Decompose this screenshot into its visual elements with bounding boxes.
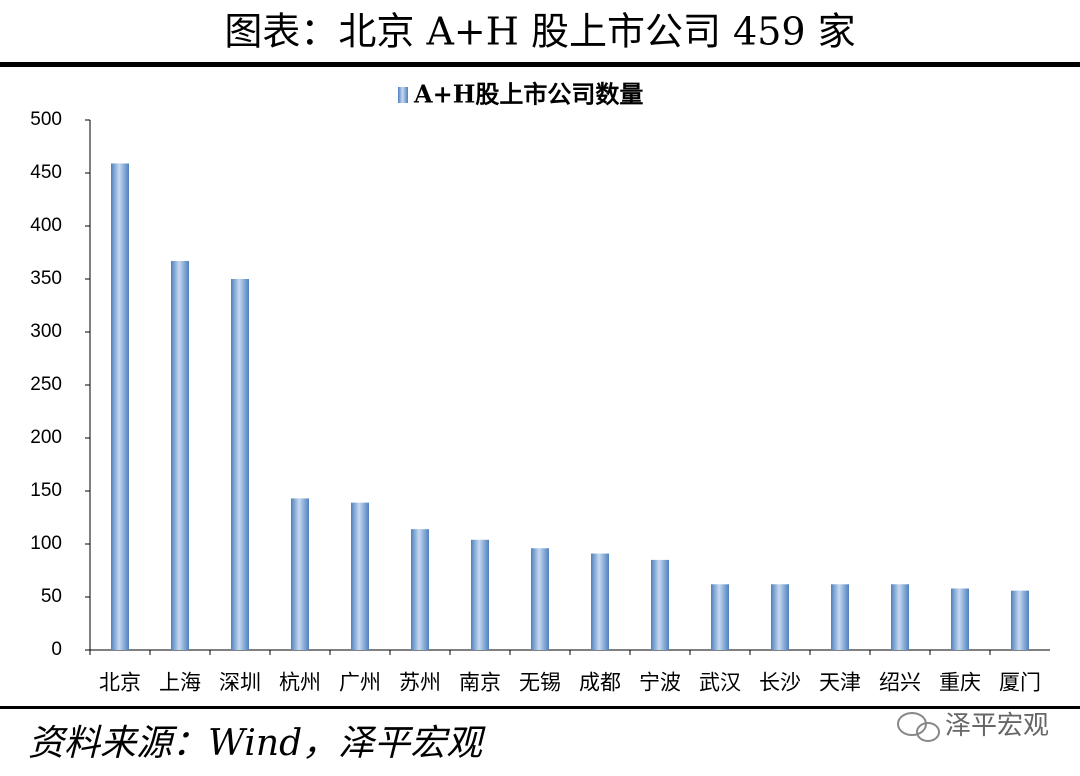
title-rule — [0, 62, 1080, 67]
y-tick-label: 200 — [30, 427, 62, 448]
x-tick-label: 宁波 — [639, 671, 681, 695]
watermark-icon — [897, 712, 940, 742]
bar — [771, 584, 789, 650]
bar — [891, 584, 909, 650]
bar — [171, 260, 189, 650]
bar — [591, 553, 609, 650]
legend-swatch — [398, 87, 408, 103]
x-tick-label: 上海 — [159, 671, 201, 695]
bar — [651, 559, 669, 650]
y-tick-label: 150 — [30, 480, 62, 501]
x-tick-label: 厦门 — [999, 671, 1041, 695]
x-tick-label: 成都 — [579, 671, 621, 695]
bar — [471, 539, 489, 650]
x-tick-label: 长沙 — [759, 671, 801, 695]
bar — [291, 498, 309, 650]
bar — [111, 163, 129, 650]
x-tick-label: 无锡 — [519, 671, 561, 695]
y-tick-label: 50 — [41, 586, 62, 607]
x-tick-label: 广州 — [339, 671, 381, 695]
bar — [1011, 590, 1029, 650]
x-tick-label: 绍兴 — [879, 671, 921, 695]
y-tick-label: 0 — [51, 639, 62, 660]
x-tick-label: 深圳 — [219, 671, 261, 695]
y-tick-label: 400 — [30, 215, 62, 236]
bar — [831, 584, 849, 650]
x-tick-label: 重庆 — [939, 671, 981, 695]
x-tick-label: 武汉 — [699, 671, 741, 695]
x-tick-label: 北京 — [99, 671, 141, 695]
chart-title: 图表：北京 A+H 股上市公司 459 家 — [224, 10, 855, 54]
footer-rule — [0, 706, 1080, 709]
bar — [411, 529, 429, 650]
x-tick-label: 杭州 — [279, 671, 321, 695]
legend-label: A+H股上市公司数量 — [413, 80, 643, 109]
bar — [231, 279, 249, 650]
bar — [951, 588, 969, 650]
bar — [531, 548, 549, 650]
x-tick-label: 天津 — [819, 671, 861, 695]
bar — [351, 502, 369, 650]
watermark: 泽平宏观 — [945, 711, 1049, 741]
bar — [711, 584, 729, 650]
y-tick-label: 450 — [30, 162, 62, 183]
y-tick-label: 100 — [30, 533, 62, 554]
x-tick-label: 苏州 — [399, 671, 441, 695]
y-tick-label: 350 — [30, 268, 62, 289]
y-tick-label: 250 — [30, 374, 62, 395]
x-tick-label: 南京 — [459, 671, 501, 695]
y-tick-label: 300 — [30, 321, 62, 342]
source-note: 资料来源：Wind，泽平宏观 — [28, 723, 486, 764]
y-tick-label: 500 — [30, 109, 62, 130]
